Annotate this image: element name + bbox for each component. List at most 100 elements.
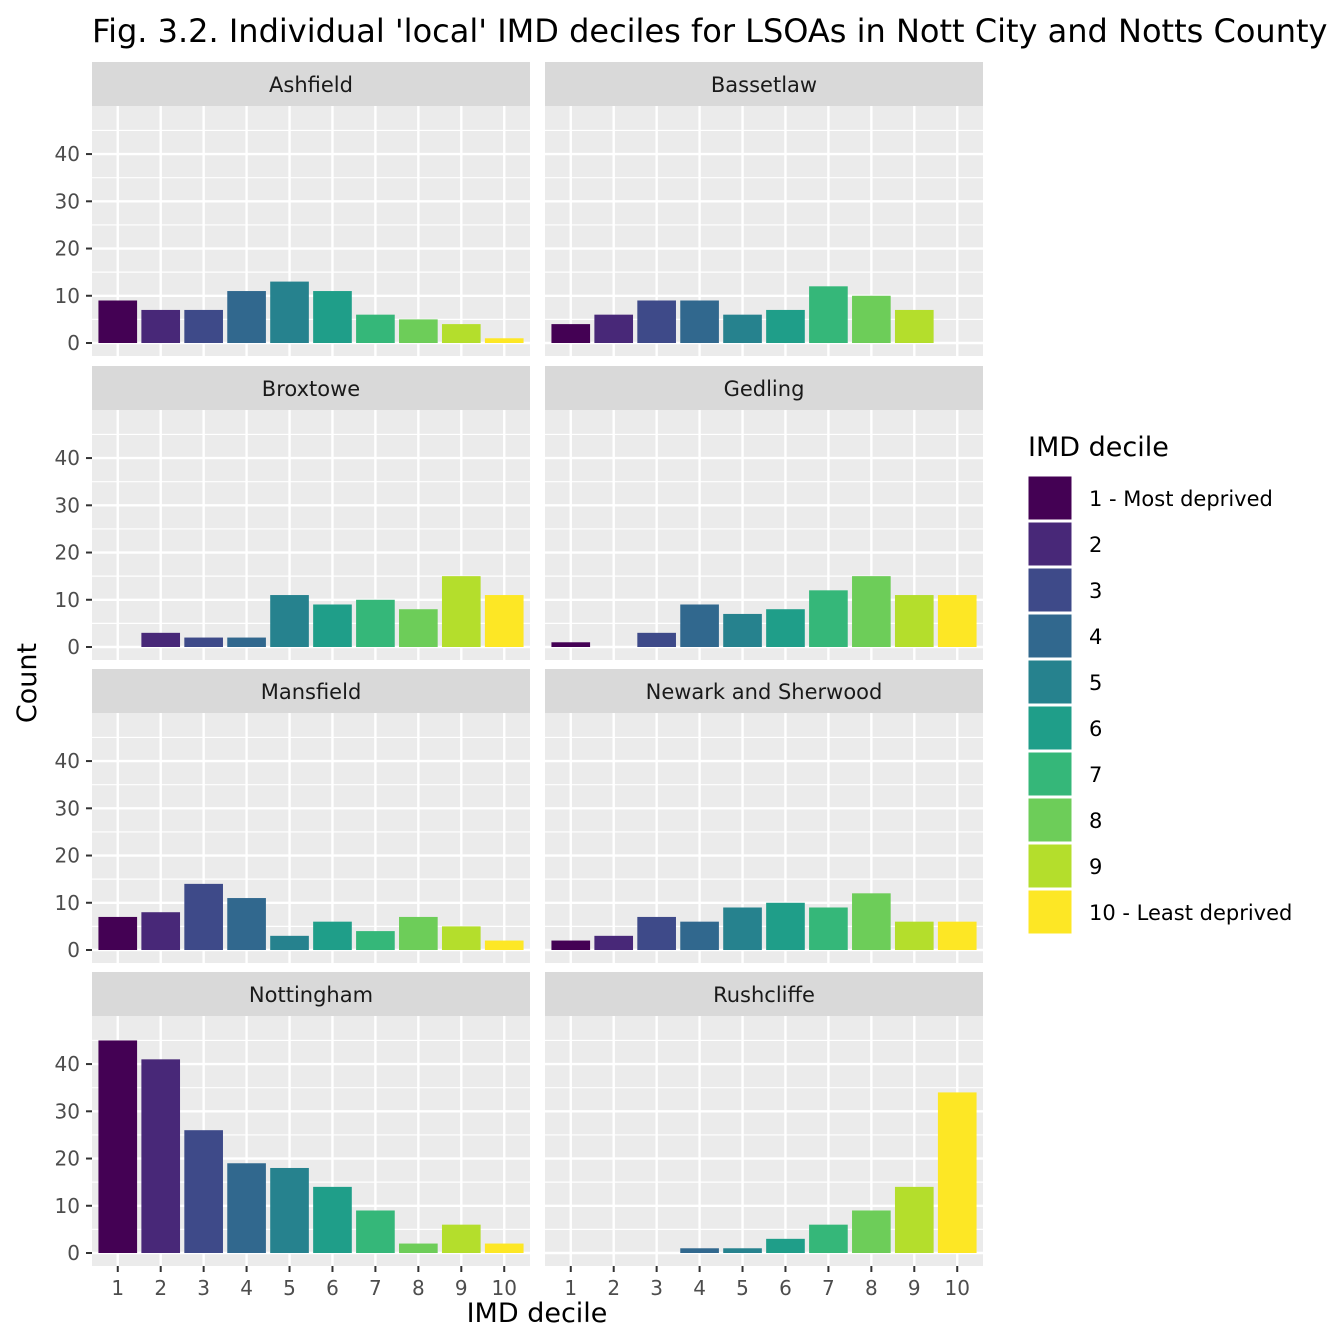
bar-nottingham-8	[399, 1243, 438, 1253]
legend-key-6	[1027, 705, 1073, 751]
y-tick-label: 30	[55, 189, 80, 213]
legend-key-1	[1027, 475, 1073, 521]
bar-newark-and-sherwood-7	[809, 907, 848, 950]
bar-broxtowe-5	[270, 595, 309, 647]
bar-bassetlaw-7	[809, 286, 848, 343]
x-tick-label: 2	[154, 1276, 167, 1300]
bar-ashfield-5	[270, 281, 309, 343]
x-tick-label: 9	[908, 1276, 921, 1300]
legend-key-10	[1027, 889, 1073, 935]
x-tick-label: 4	[240, 1276, 253, 1300]
bar-broxtowe-4	[227, 637, 266, 647]
bar-broxtowe-7	[356, 599, 395, 647]
y-tick-label: 0	[67, 938, 80, 962]
x-tick-label: 7	[822, 1276, 835, 1300]
strip-label-broxtowe: Broxtowe	[262, 377, 360, 401]
bar-bassetlaw-8	[852, 295, 891, 343]
strip-label-nottingham: Nottingham	[249, 983, 373, 1007]
bar-bassetlaw-2	[594, 314, 634, 343]
strip-ashfield	[92, 62, 530, 106]
bar-gedling-5	[723, 613, 762, 647]
bar-ashfield-4	[227, 291, 266, 343]
bar-mansfield-1	[98, 916, 138, 950]
y-tick-label: 0	[67, 1241, 80, 1265]
bar-ashfield-8	[399, 319, 438, 343]
strip-rushcliffe	[545, 972, 983, 1016]
strip-label-ashfield: Ashfield	[269, 73, 353, 97]
panel-ashfield: Ashfield 0 10 20 30 40	[55, 62, 530, 356]
panel-mansfield: Mansfield 0 10 20 30 40	[55, 669, 530, 963]
bar-rushcliffe-4	[680, 1248, 719, 1253]
strip-label-mansfield: Mansfield	[261, 680, 362, 704]
y-tick-label: 0	[67, 331, 80, 355]
legend-label-10: 10 - Least deprived	[1089, 901, 1292, 925]
bar-nottingham-10	[484, 1243, 524, 1253]
bar-broxtowe-6	[313, 604, 352, 647]
bar-gedling-6	[766, 609, 805, 647]
bar-gedling-3	[637, 632, 676, 647]
bar-newark-and-sherwood-10	[937, 921, 977, 950]
bar-mansfield-8	[399, 916, 438, 950]
y-tick-label: 40	[55, 446, 80, 470]
y-tick-label: 20	[55, 1147, 80, 1171]
bar-newark-and-sherwood-1	[551, 940, 591, 950]
x-tick-label: 9	[455, 1276, 468, 1300]
bar-bassetlaw-4	[680, 300, 719, 343]
panel-nottingham: Nottingham 0 10 20 30 40 1 2 3 4 5 6 7 8 9 10	[55, 972, 530, 1300]
strip-label-rushcliffe: Rushcliffe	[713, 983, 815, 1007]
bar-gedling-10	[937, 595, 977, 647]
y-tick-label: 0	[67, 635, 80, 659]
y-tick-label: 20	[55, 541, 80, 565]
strip-newark-and-sherwood	[545, 669, 983, 713]
legend: IMD decile 1 - Most deprived 2 3 4 5 6 7 8 9 10 -…	[1027, 432, 1292, 935]
bar-ashfield-10	[484, 338, 524, 343]
x-tick-label: 5	[736, 1276, 749, 1300]
strip-label-gedling: Gedling	[724, 377, 805, 401]
bar-rushcliffe-6	[766, 1238, 805, 1253]
x-tick-label: 3	[197, 1276, 210, 1300]
x-tick-label: 10	[492, 1276, 517, 1300]
bar-rushcliffe-9	[894, 1186, 934, 1253]
bar-bassetlaw-9	[894, 309, 934, 343]
bar-ashfield-2	[141, 309, 181, 343]
panel-gedling: Gedling	[545, 366, 983, 660]
x-tick-label: 4	[693, 1276, 706, 1300]
bar-nottingham-6	[313, 1186, 352, 1253]
bar-mansfield-6	[313, 921, 352, 950]
bar-bassetlaw-5	[723, 314, 762, 343]
bar-bassetlaw-6	[766, 309, 805, 343]
x-tick-label: 1	[564, 1276, 577, 1300]
legend-label-1: 1 - Most deprived	[1089, 487, 1273, 511]
strip-label-bassetlaw: Bassetlaw	[711, 73, 817, 97]
legend-label-6: 6	[1089, 717, 1102, 741]
chart-title: Fig. 3.2. Individual 'local' IMD deciles…	[92, 12, 1327, 50]
bar-mansfield-2	[141, 912, 181, 950]
x-tick-label: 1	[111, 1276, 124, 1300]
bar-nottingham-1	[98, 1040, 138, 1253]
bar-ashfield-9	[441, 324, 481, 343]
bar-nottingham-4	[227, 1163, 266, 1253]
x-axis-title: IMD decile	[467, 1298, 608, 1329]
bar-mansfield-9	[441, 926, 481, 950]
legend-title: IMD decile	[1028, 432, 1169, 463]
legend-label-7: 7	[1089, 763, 1102, 787]
y-tick-label: 30	[55, 1099, 80, 1123]
bar-newark-and-sherwood-6	[766, 902, 805, 950]
x-tick-label: 7	[369, 1276, 382, 1300]
bar-nottingham-9	[441, 1224, 481, 1253]
bar-broxtowe-8	[399, 609, 438, 647]
y-tick-label: 40	[55, 1052, 80, 1076]
bar-gedling-1	[551, 642, 591, 647]
bar-mansfield-5	[270, 935, 309, 950]
plot-background-newark-and-sherwood	[545, 713, 983, 963]
x-tick-label: 5	[283, 1276, 296, 1300]
bar-broxtowe-10	[484, 595, 524, 647]
y-tick-label: 30	[55, 493, 80, 517]
y-tick-label: 10	[55, 1194, 80, 1218]
bar-gedling-8	[852, 576, 891, 647]
bar-mansfield-7	[356, 931, 395, 950]
y-tick-label: 30	[55, 796, 80, 820]
y-tick-label: 10	[55, 588, 80, 612]
x-tick-label: 10	[945, 1276, 970, 1300]
